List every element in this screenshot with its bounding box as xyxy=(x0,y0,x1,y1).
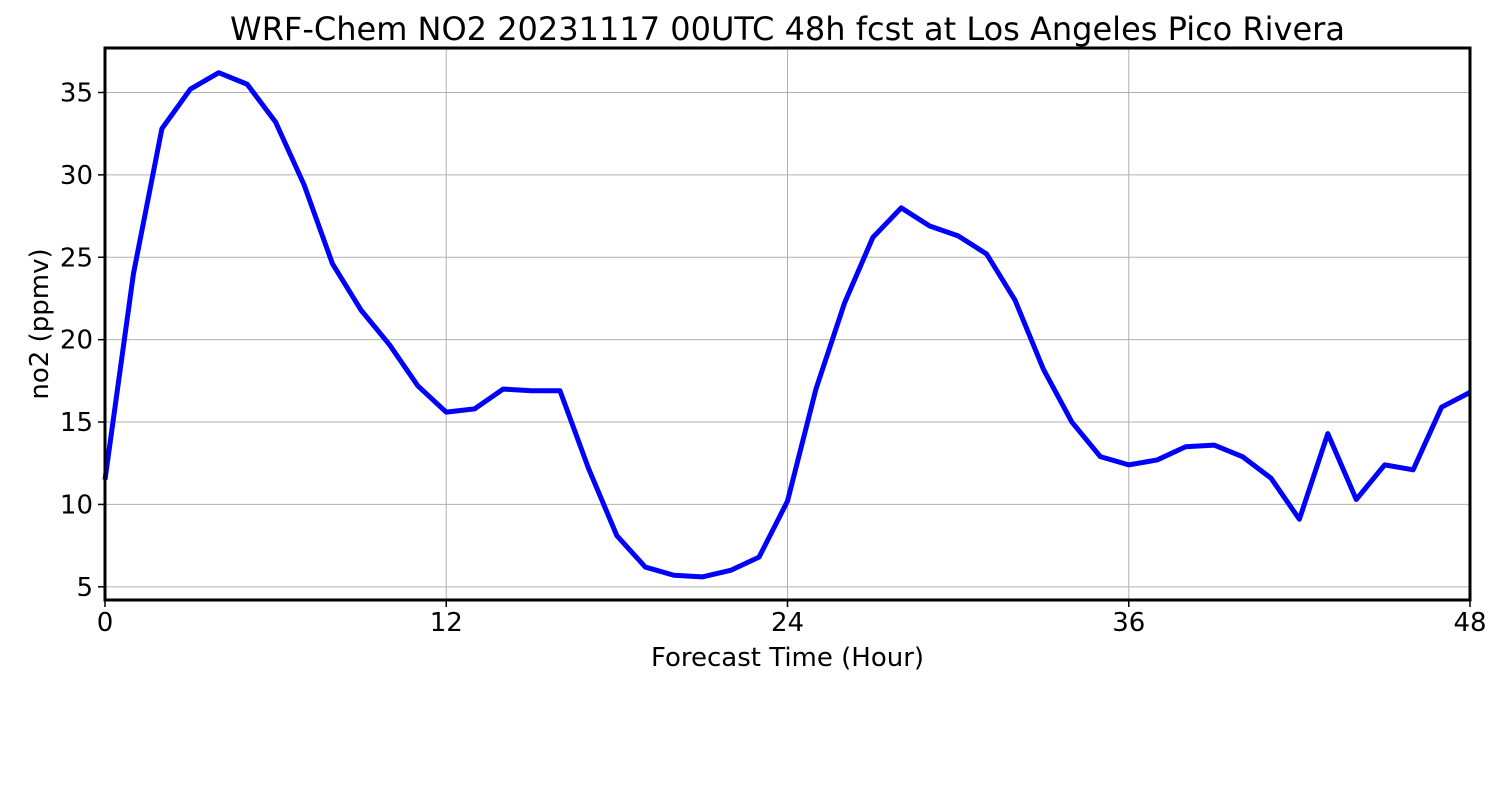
y-axis-label: no2 (ppmv) xyxy=(25,248,55,399)
chart-title: WRF-Chem NO2 20231117 00UTC 48h fcst at … xyxy=(230,10,1345,48)
y-tick-label: 15 xyxy=(60,408,93,438)
y-tick-label: 10 xyxy=(60,490,93,520)
x-tick-label: 12 xyxy=(430,608,463,638)
x-tick-label: 24 xyxy=(771,608,804,638)
x-tick-label: 36 xyxy=(1112,608,1145,638)
plot-frame xyxy=(103,46,1472,602)
y-tick-label: 25 xyxy=(60,243,93,273)
x-axis-label: Forecast Time (Hour) xyxy=(651,643,924,673)
series-layer xyxy=(102,70,1472,580)
x-tick-label: 48 xyxy=(1453,608,1486,638)
y-tick-label: 5 xyxy=(76,573,93,603)
y-tick-label: 30 xyxy=(60,161,93,191)
ticks-layer: 0 12 24 36 48 5 10 15 20 25 30 35 xyxy=(60,78,1487,638)
no2-series-line xyxy=(102,70,1472,580)
x-tick-label: 0 xyxy=(97,608,114,638)
grid-layer xyxy=(104,48,1471,600)
y-tick-label: 35 xyxy=(60,78,93,108)
y-tick-label: 20 xyxy=(60,326,93,356)
